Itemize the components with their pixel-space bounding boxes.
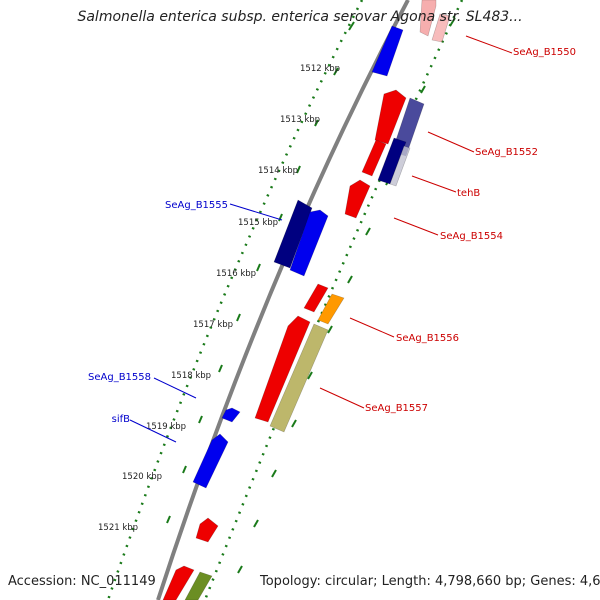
gene-feature[interactable] (389, 145, 411, 187)
label-leader-line (427, 131, 475, 153)
tick-label: 1518 kbp (171, 371, 211, 381)
label-leader-line (319, 387, 365, 409)
gene-label[interactable]: tehB (457, 188, 480, 199)
gene-feature[interactable] (269, 323, 329, 433)
gene-feature[interactable] (273, 199, 313, 269)
label-leader-line (129, 419, 177, 443)
gene-label[interactable]: SeAg_B1554 (440, 231, 503, 242)
ring-tick-mark (307, 371, 313, 380)
gene-label[interactable]: SeAg_B1558 (88, 372, 151, 383)
ring-tick-mark (166, 515, 171, 524)
gene-feature[interactable] (162, 565, 195, 600)
gene-label[interactable]: sifB (112, 414, 131, 425)
gene-feature[interactable] (289, 209, 329, 277)
gene-feature[interactable] (195, 517, 219, 543)
tick-label: 1514 kbp (258, 166, 298, 176)
gene-label[interactable]: SeAg_B1557 (365, 403, 428, 414)
tick-label: 1512 kbp (300, 64, 340, 74)
gene-feature[interactable] (192, 433, 229, 489)
gene-feature[interactable] (184, 571, 213, 600)
ring-tick-mark (182, 465, 187, 474)
tick-label: 1515 kbp (238, 218, 278, 228)
gene-label[interactable]: SeAg_B1552 (475, 147, 538, 158)
ring-tick-mark (256, 263, 261, 272)
gene-feature[interactable] (317, 293, 345, 325)
gene-feature[interactable] (419, 0, 437, 37)
ring-tick-mark (420, 85, 426, 94)
outer-tick-ring (106, 0, 364, 600)
label-leader-line (349, 317, 395, 338)
tick-label: 1521 kbp (98, 523, 138, 533)
label-leader-line (393, 217, 439, 236)
ring-tick-mark (327, 325, 333, 334)
ring-tick-mark (253, 519, 259, 528)
ring-tick-mark (291, 419, 297, 428)
label-leader-line (411, 175, 457, 193)
tick-label: 1513 kbp (280, 115, 320, 125)
ring-tick-mark (218, 364, 223, 373)
gene-feature[interactable] (254, 315, 311, 423)
ring-tick-mark (236, 313, 241, 322)
ring-tick-mark (365, 227, 371, 236)
gene-feature[interactable] (303, 283, 329, 313)
gene-label[interactable]: SeAg_B1555 (165, 200, 228, 211)
gene-label[interactable]: SeAg_B1550 (513, 47, 576, 58)
gene-feature[interactable] (374, 89, 407, 145)
ring-tick-mark (296, 165, 301, 174)
gene-feature[interactable] (361, 139, 387, 177)
gene-feature[interactable] (371, 25, 404, 77)
ring-tick-mark (449, 17, 456, 27)
tick-label: 1516 kbp (216, 269, 256, 279)
gene-feature[interactable] (431, 13, 451, 43)
label-leader-line (465, 35, 513, 54)
gene-feature[interactable] (344, 179, 371, 219)
topology-summary: Topology: circular; Length: 4,798,660 bp… (260, 574, 600, 589)
ring-tick-mark (347, 275, 353, 284)
ring-tick-mark (333, 67, 339, 76)
label-leader-line (153, 377, 197, 399)
ring-tick-mark (237, 565, 243, 574)
gene-feature[interactable] (377, 137, 407, 185)
ring-tick-mark (348, 21, 355, 31)
gene-feature[interactable] (221, 407, 241, 423)
ring-tick-mark (314, 119, 319, 127)
tick-label: 1520 kbp (122, 472, 162, 482)
map-title: Salmonella enterica subsp. enterica sero… (77, 9, 523, 25)
ring-tick-mark (271, 469, 277, 478)
label-leader-line (229, 203, 283, 221)
ring-tick-mark (198, 415, 203, 424)
accession-text: Accession: NC_011149 (8, 574, 156, 589)
ring-tick-mark (278, 213, 283, 222)
backbone-arc (156, 0, 410, 600)
tick-label: 1519 kbp (146, 422, 186, 432)
gene-label[interactable]: SeAg_B1556 (396, 333, 459, 344)
tick-label: 1517 kbp (193, 320, 233, 330)
